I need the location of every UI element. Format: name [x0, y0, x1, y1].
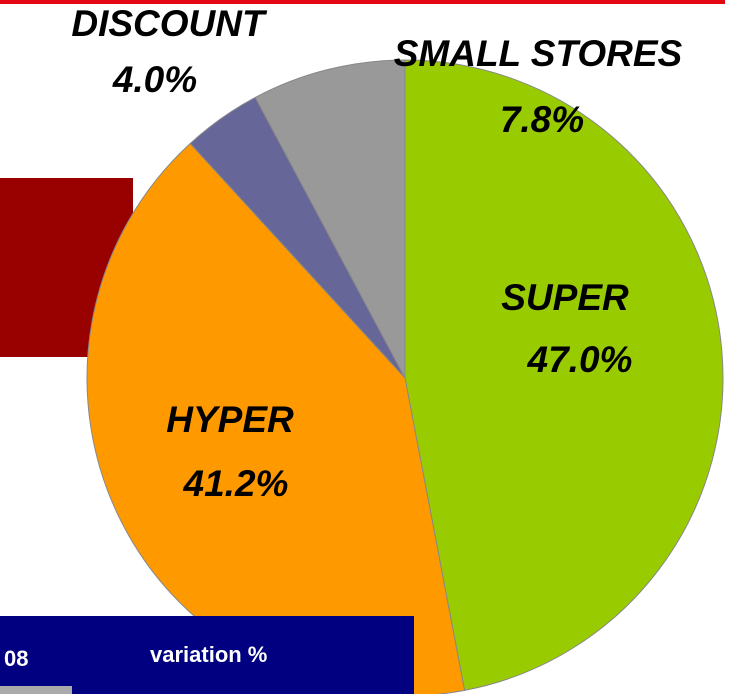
slice-label: HYPER [166, 399, 294, 440]
header-cell: variation % [150, 642, 267, 667]
header-cell: 08 [4, 646, 28, 671]
slice-label: SMALL STORES [394, 33, 683, 74]
top-rule [0, 0, 725, 4]
slice-value: 7.8% [500, 99, 584, 140]
slice-label: SUPER [501, 277, 629, 318]
table-cell [0, 686, 72, 694]
labels: SUPER 47.0% HYPER 41.2% DISCOUNT 4.0% SMALL ST… [71, 3, 682, 504]
pie [86, 59, 724, 694]
table-header [0, 616, 414, 694]
slice-value: 4.0% [112, 59, 197, 100]
pie-slice [254, 59, 406, 379]
slice-label: DISCOUNT [71, 3, 268, 44]
slice-value: 41.2% [183, 463, 289, 504]
slice-value: 47.0% [527, 339, 633, 380]
pie-slice [404, 59, 724, 691]
